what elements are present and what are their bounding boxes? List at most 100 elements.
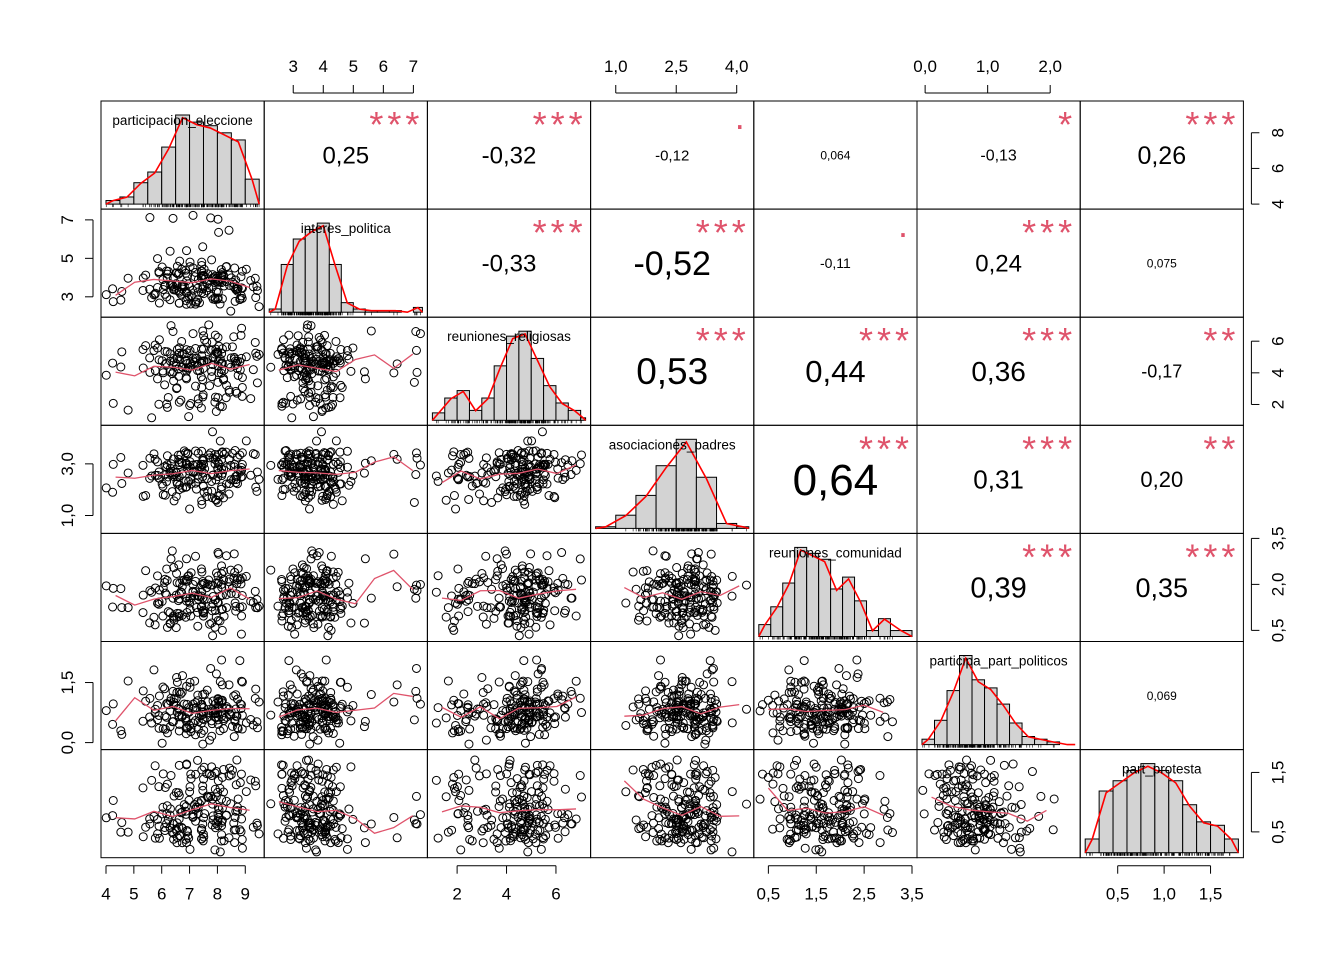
variable-label: participa_part_politicos <box>930 654 1068 669</box>
scatter-point <box>876 717 884 725</box>
scatter-point <box>173 678 181 686</box>
scatter-point <box>743 581 751 589</box>
scatter-point <box>577 793 585 801</box>
scatter-point <box>161 685 169 693</box>
scatter-point <box>622 599 630 607</box>
histogram-bar <box>636 495 656 528</box>
scatter-point <box>543 552 551 560</box>
scatter-point <box>151 762 159 770</box>
panel-1-1: interes_politica <box>264 209 427 317</box>
scatter-point <box>412 594 420 602</box>
scatter-point <box>511 672 519 680</box>
scatter-point <box>237 770 245 778</box>
scatter-point <box>444 677 452 685</box>
scatter-point <box>139 609 147 617</box>
scatter-point <box>168 488 176 496</box>
scatter-point <box>649 829 657 837</box>
scatter-point <box>230 733 238 741</box>
scatter-point <box>480 711 488 719</box>
panel-6-0 <box>101 750 264 858</box>
scatter-point <box>541 731 549 739</box>
scatter-point <box>124 604 132 612</box>
panel-6-4 <box>754 750 917 858</box>
panel-5-1 <box>264 642 427 750</box>
scatter-point <box>251 338 259 346</box>
scatter-point <box>853 656 861 664</box>
scatter-point <box>176 257 184 265</box>
histogram-bar <box>935 720 948 744</box>
scatter-point <box>163 452 171 460</box>
scatter-point <box>294 332 302 340</box>
scatter-point <box>487 724 495 732</box>
scatter-point <box>629 568 637 576</box>
panel-4-1 <box>264 533 427 641</box>
histogram-bar <box>947 691 960 745</box>
panel-6-3 <box>591 750 754 858</box>
scatter-point <box>545 567 553 575</box>
scatter-point <box>482 454 490 462</box>
scatter-point <box>207 664 215 672</box>
scatter-point <box>800 657 808 665</box>
scatter-point <box>347 619 355 627</box>
scatter-point <box>655 672 663 680</box>
scatter-point <box>390 813 398 821</box>
scatter-point <box>214 215 222 223</box>
scatter-point <box>577 451 585 459</box>
scatter-point <box>661 739 669 747</box>
scatter-point <box>367 691 375 699</box>
scatter-point <box>442 793 450 801</box>
scatter-point <box>572 612 580 620</box>
scatter-point <box>102 291 110 299</box>
scatter-point <box>881 713 889 721</box>
scatter-point <box>532 623 540 631</box>
scatter-point <box>154 255 162 263</box>
scatter-point <box>473 807 481 815</box>
histogram-bar <box>972 680 985 745</box>
scatter-point <box>774 805 782 813</box>
scatter-point <box>507 779 515 787</box>
scatter-point <box>287 392 295 400</box>
scatter-point <box>543 797 551 805</box>
scatter-point <box>194 622 202 630</box>
scatter-point <box>692 756 700 764</box>
scatter-point <box>124 469 132 477</box>
scatter-point <box>785 666 793 674</box>
scatter-point <box>343 588 351 596</box>
panel-4-4: reuniones_comunidad <box>754 533 917 641</box>
scatter-point <box>521 739 529 747</box>
scatter-point <box>155 336 163 344</box>
scatter-point <box>835 664 843 672</box>
scatter-point <box>169 214 177 222</box>
scatter-point <box>700 762 708 770</box>
scatter-point <box>155 400 163 408</box>
scatter-point <box>117 585 125 593</box>
scatter-point <box>278 617 286 625</box>
panel-5-3 <box>591 642 754 750</box>
scatter-point <box>154 572 162 580</box>
scatter-point <box>242 788 250 796</box>
scatter-point <box>109 700 117 708</box>
scatter-point <box>155 692 163 700</box>
scatter-point <box>884 733 892 741</box>
scatter-point <box>860 810 868 818</box>
scatter-point <box>280 336 288 344</box>
histogram-bar <box>985 688 998 745</box>
scatter-point <box>773 762 781 770</box>
scatter-point <box>769 769 777 777</box>
scatter-point <box>743 800 751 808</box>
scatter-point <box>457 459 465 467</box>
histogram-bar <box>457 391 469 421</box>
scatter-point <box>173 839 181 847</box>
scatter-point <box>102 371 110 379</box>
scatter-point <box>148 776 156 784</box>
scatter-point <box>222 552 230 560</box>
scatter-point <box>189 211 197 219</box>
scatter-point <box>572 815 580 823</box>
histogram-bar <box>807 553 819 636</box>
scatter-point <box>632 816 640 824</box>
scatter-point <box>146 354 154 362</box>
histogram-bar <box>134 183 148 204</box>
scatter-point <box>416 700 424 708</box>
scatter-point <box>367 820 375 828</box>
scatter-point <box>189 330 197 338</box>
